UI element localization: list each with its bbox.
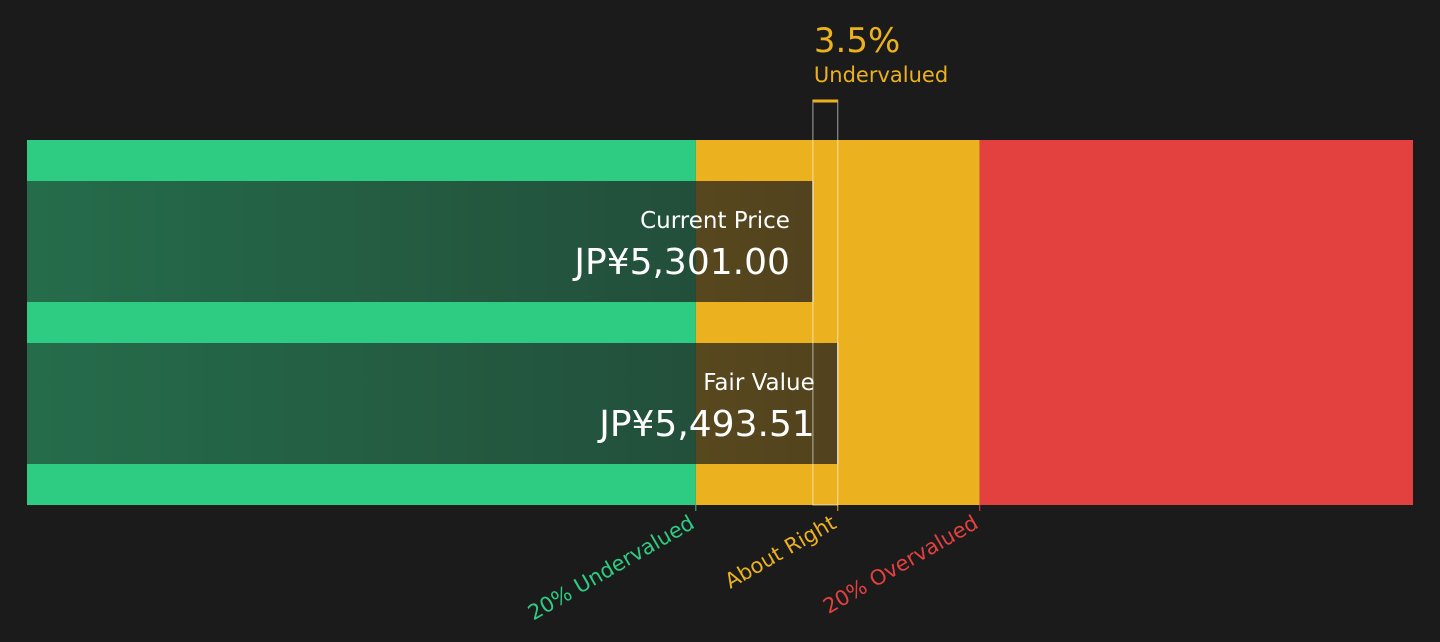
- difference-label: 3.5%: [814, 21, 900, 61]
- bar-value: JP¥5,301.00: [572, 242, 790, 283]
- price-bar: [27, 181, 813, 302]
- verdict-label: Undervalued: [814, 63, 948, 87]
- bar-name: Fair Value: [703, 370, 815, 396]
- price-bar: [27, 343, 838, 464]
- bar-name: Current Price: [640, 208, 790, 234]
- bar-value: JP¥5,493.51: [597, 404, 815, 445]
- zone-overvalued: [979, 140, 1413, 505]
